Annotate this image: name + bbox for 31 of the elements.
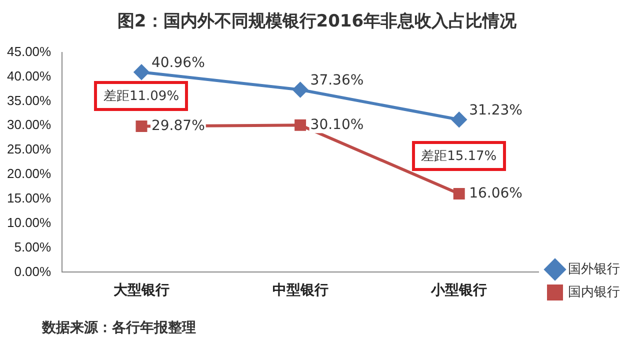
y-tick-label: 10.00%: [6, 214, 52, 230]
y-tick-label: 0.00%: [14, 264, 52, 279]
y-tick-label: 5.00%: [14, 239, 52, 254]
callout-frame: 差距11.09%: [94, 81, 188, 112]
point: [294, 119, 306, 131]
data-label: 40.96%: [151, 54, 205, 71]
chart-title: 图2：国内外不同规模银行2016年非息收入占比情况: [117, 12, 518, 32]
y-tick-label: 30.00%: [6, 117, 52, 132]
point: [452, 112, 467, 128]
x-tick-label: 中型银行: [272, 281, 328, 298]
data-label: 37.36%: [310, 72, 364, 88]
y-tick-label: 15.00%: [6, 190, 52, 206]
y-tick-label: 35.00%: [6, 92, 52, 108]
x-tick-label: 大型银行: [113, 281, 170, 298]
point: [292, 82, 308, 98]
point: [136, 120, 148, 132]
data-label: 29.87%: [151, 118, 205, 134]
y-tick-label: 20.00%: [6, 166, 52, 182]
legend-label: 国外银行: [568, 261, 620, 276]
x-tick-label: 小型银行: [430, 281, 488, 298]
point: [134, 64, 149, 80]
point: [453, 188, 465, 200]
data-label: 30.10%: [310, 116, 364, 133]
source-note: 数据来源：各行年报整理: [41, 320, 196, 336]
y-tick-label: 40.00%: [6, 68, 52, 84]
callout-frame: 差距15.17%: [412, 140, 506, 171]
y-tick-label: 45.00%: [6, 44, 52, 59]
y-tick-label: 25.00%: [6, 142, 52, 157]
legend-label: 国内银行: [568, 284, 620, 300]
data-label: 31.23%: [469, 102, 522, 118]
data-label: 16.06%: [469, 185, 522, 202]
